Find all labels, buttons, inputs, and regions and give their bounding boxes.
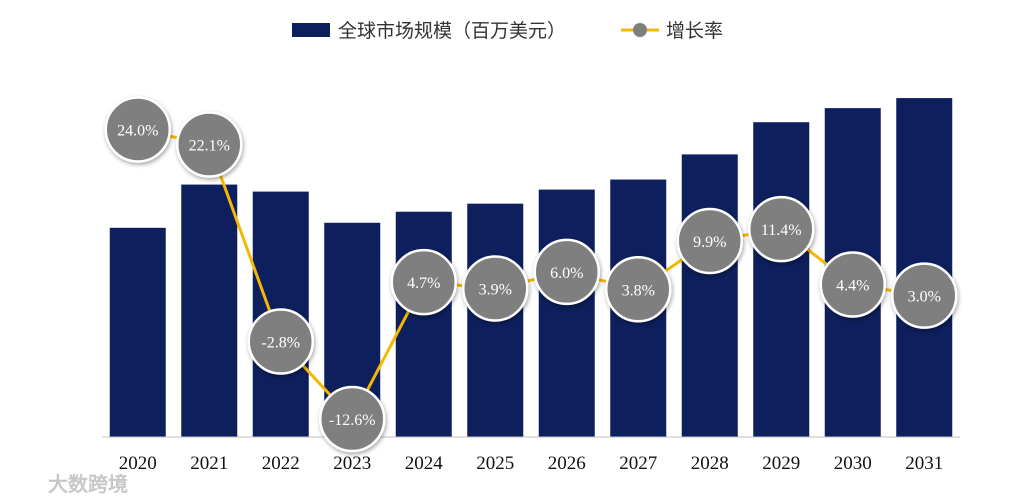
bar-2020 (109, 227, 166, 437)
x-tick-label: 2027 (619, 453, 657, 474)
growth-rate-point (748, 195, 815, 263)
growth-rate-marker: -2.8% (247, 308, 314, 375)
growth-rate-marker: 9.9% (676, 207, 743, 275)
growth-rate-point (104, 96, 171, 163)
growth-rate-label: 3.0% (908, 289, 941, 306)
bar-2028 (681, 154, 738, 437)
growth-rate-point (176, 111, 243, 178)
watermark: 大数跨境 (48, 472, 128, 496)
growth-rate-label: -2.8% (261, 334, 300, 351)
growth-rate-point (676, 207, 743, 275)
growth-rate-label: -12.6% (329, 412, 376, 429)
growth-rate-label: 4.4% (836, 278, 869, 295)
growth-rate-marker: 3.8% (605, 256, 672, 323)
growth-rate-marker: -12.6% (319, 385, 386, 453)
watermark-text: 大数跨境 (48, 472, 128, 496)
growth-rate-marker: 6.0% (533, 238, 600, 306)
bar-2026 (538, 189, 595, 437)
legend: 全球市场规模（百万美元） 增长率 (292, 20, 723, 42)
x-tick-label: 2029 (762, 453, 800, 474)
x-tick-label: 2025 (476, 453, 514, 474)
growth-rate-markers: 24.0% 22.1% -2.8% -12.6% 4.7% 3.9% 6.0% 3.8% 9.9… (104, 96, 958, 453)
legend-bar-label: 全球市场规模（百万美元） (338, 20, 566, 42)
growth-rate-point (891, 262, 958, 329)
growth-rate-marker: 11.4% (748, 195, 815, 263)
growth-rate-marker: 4.7% (390, 248, 457, 316)
growth-rate-label: 4.7% (407, 275, 440, 292)
growth-rate-point (819, 251, 886, 318)
legend-line-marker (633, 23, 647, 37)
growth-rate-point (533, 238, 600, 306)
growth-rate-label: 22.1% (189, 137, 230, 154)
bar-2029 (753, 122, 810, 437)
growth-rate-label: 6.0% (550, 265, 583, 282)
growth-rate-marker: 3.0% (891, 262, 958, 329)
growth-rate-point (319, 385, 386, 453)
growth-rate-label: 11.4% (761, 222, 802, 239)
x-tick-label: 2028 (691, 453, 729, 474)
x-tick-label: 2020 (119, 453, 157, 474)
growth-rate-point (605, 256, 672, 323)
growth-rate-point (390, 248, 457, 316)
growth-rate-label: 24.0% (117, 122, 158, 139)
growth-rate-label: 9.9% (693, 234, 726, 251)
growth-rate-marker: 4.4% (819, 251, 886, 318)
x-tick-label: 2026 (548, 453, 586, 474)
growth-rate-marker: 3.9% (462, 255, 529, 322)
x-tick-label: 2031 (905, 453, 943, 474)
growth-rate-label: 3.8% (622, 282, 655, 299)
x-tick-label: 2023 (333, 453, 371, 474)
x-tick-label: 2030 (834, 453, 872, 474)
x-tick-label: 2022 (262, 453, 300, 474)
x-tick-label: 2021 (190, 453, 228, 474)
growth-rate-marker: 22.1% (176, 111, 243, 178)
growth-rate-marker: 24.0% (104, 96, 171, 163)
bar-2024 (395, 211, 452, 437)
bar-2021 (181, 184, 238, 437)
growth-rate-point (462, 255, 529, 322)
legend-line-label: 增长率 (666, 20, 723, 42)
legend-bar-swatch (292, 23, 330, 37)
growth-rate-point (247, 308, 314, 375)
x-tick-label: 2024 (405, 453, 444, 474)
x-axis-ticks: 2020 2021 2022 2023 2024 2025 2026 2027 2028 2029… (119, 453, 944, 474)
growth-rate-label: 3.9% (479, 281, 512, 298)
